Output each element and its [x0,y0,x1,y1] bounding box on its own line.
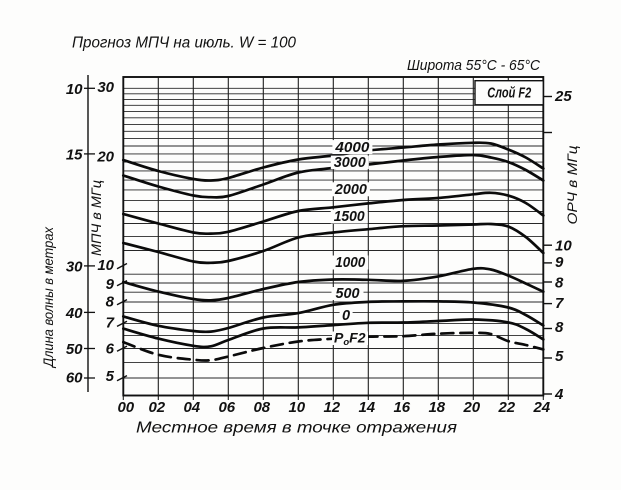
svg-text:06: 06 [218,399,235,416]
svg-text:16: 16 [393,399,410,416]
svg-text:10: 10 [288,399,305,416]
svg-text:5: 5 [106,368,115,385]
svg-text:500: 500 [336,286,360,302]
svg-text:40: 40 [65,305,83,322]
svg-text:9: 9 [555,254,564,271]
svg-text:5: 5 [555,348,564,365]
svg-text:02: 02 [148,399,165,416]
svg-text:Слой F2: Слой F2 [487,86,531,102]
svg-text:22: 22 [497,399,515,416]
svg-text:10: 10 [66,81,83,98]
svg-text:МПЧ в МГц: МПЧ в МГц [88,180,104,256]
svg-text:60: 60 [66,370,83,387]
svg-text:12: 12 [323,399,340,416]
svg-text:00: 00 [117,399,134,416]
svg-text:10: 10 [555,238,572,255]
svg-text:50: 50 [66,341,83,358]
svg-text:20: 20 [96,149,114,166]
svg-text:1500: 1500 [334,209,365,225]
svg-text:04: 04 [183,399,200,416]
svg-text:Широта 55°С - 65°С: Широта 55°С - 65°С [407,57,540,74]
svg-text:30: 30 [66,258,83,275]
svg-text:20: 20 [462,399,480,416]
svg-text:8: 8 [555,319,564,336]
svg-text:14: 14 [358,399,375,416]
svg-text:9: 9 [106,276,115,293]
svg-text:24: 24 [532,399,550,416]
svg-text:6: 6 [106,341,115,358]
svg-text:18: 18 [428,399,445,416]
svg-text:30: 30 [97,79,114,96]
svg-text:4000: 4000 [334,140,369,156]
svg-text:Прогноз МПЧ на июль. W = 100: Прогноз МПЧ на июль. W = 100 [72,35,296,52]
svg-text:4: 4 [554,386,564,403]
svg-text:3000: 3000 [334,155,366,171]
svg-text:15: 15 [66,146,83,163]
svg-text:2000: 2000 [334,182,367,198]
svg-text:8: 8 [555,275,564,292]
svg-text:Местное время в точке отражени: Местное время в точке отражения [136,420,458,437]
svg-text:PoF2: PoF2 [334,330,366,349]
svg-text:08: 08 [253,399,270,416]
svg-text:7: 7 [555,295,564,312]
svg-text:25: 25 [554,88,572,105]
svg-text:Длина волны в метрах: Длина волны в метрах [40,226,56,369]
svg-text:0: 0 [342,308,350,324]
svg-text:8: 8 [106,294,115,311]
svg-text:7: 7 [106,315,115,332]
svg-text:1000: 1000 [335,255,365,271]
svg-text:ОРЧ в МГц: ОРЧ в МГц [564,146,580,225]
svg-text:10: 10 [97,257,114,274]
